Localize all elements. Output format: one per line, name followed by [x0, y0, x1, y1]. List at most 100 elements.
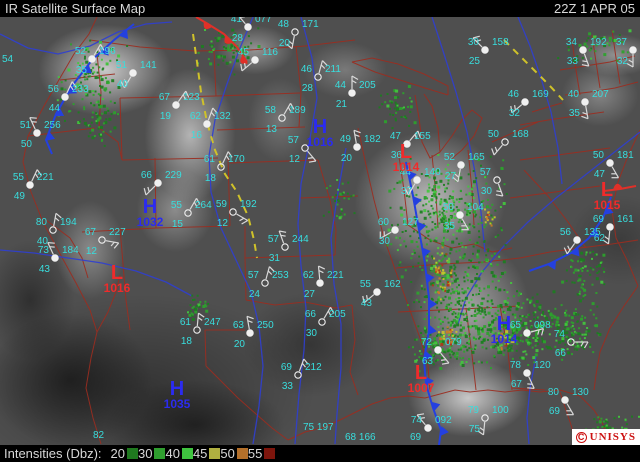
station-pressure: 077: [255, 14, 272, 25]
station-pressure: 189: [289, 105, 306, 116]
station-temperature: 41: [231, 14, 243, 25]
legend-label: Intensities (Dbz):: [4, 446, 102, 461]
station-dewpoint: 24: [249, 289, 261, 300]
station-dewpoint: 35: [444, 221, 456, 232]
stray-label: 69: [410, 432, 422, 443]
station-circle: [229, 208, 237, 216]
station-pressure: 127: [402, 217, 419, 228]
station-temperature: 58: [265, 105, 277, 116]
legend-item-label: 30: [138, 446, 153, 461]
station-temperature: 60: [378, 217, 390, 228]
station-circle: [316, 279, 324, 287]
station-dewpoint: 43: [361, 298, 373, 309]
legend-color-swatch: [181, 448, 193, 459]
station-dewpoint: 49: [14, 191, 26, 202]
station-pressure: 227: [109, 227, 126, 238]
legend-item: 50: [220, 445, 248, 462]
station-dewpoint: 35: [569, 108, 581, 119]
station-pressure: 192: [240, 199, 257, 210]
station-circle: [49, 226, 57, 234]
station-circle: [481, 414, 489, 422]
station-circle: [391, 226, 399, 234]
station-dewpoint: 43: [39, 264, 51, 275]
pressure-value: 1016: [104, 281, 131, 295]
station-dewpoint: 21: [336, 99, 348, 110]
station-pressure: 250: [257, 320, 274, 331]
station-dewpoint: 69: [549, 406, 561, 417]
station-circle: [251, 56, 259, 64]
low-pressure-center: L: [601, 179, 613, 201]
station-temperature: 46: [508, 89, 520, 100]
station-circle: [573, 236, 581, 244]
station-circle: [434, 346, 442, 354]
legend-item: 40: [165, 445, 193, 462]
station-pressure: 221: [37, 172, 54, 183]
stray-label: 68 166: [345, 432, 376, 443]
station-dewpoint: 27: [304, 289, 316, 300]
station-pressure: 165: [468, 152, 485, 163]
pressure-value: 1007: [408, 381, 435, 395]
station-pressure: 192: [590, 37, 607, 48]
station-pressure: 256: [44, 120, 61, 131]
station-dewpoint: 13: [266, 124, 278, 135]
station-temperature: 80: [548, 387, 560, 398]
station-pressure: 155: [414, 131, 431, 142]
station-temperature: 40: [568, 89, 580, 100]
station-dewpoint: 32: [509, 108, 521, 119]
station-temperature: 56: [48, 84, 60, 95]
station-circle: [129, 69, 137, 77]
station-dewpoint: 66: [555, 348, 567, 359]
page-title: IR Satellite Surface Map: [5, 1, 146, 16]
station-temperature: 44: [335, 80, 347, 91]
station-circle: [606, 159, 614, 167]
station-temperature: 62: [303, 270, 315, 281]
station-pressure: 229: [165, 170, 182, 181]
station-pressure: 141: [140, 60, 157, 71]
station-temperature: 62: [190, 111, 202, 122]
station-dewpoint: 30: [306, 328, 318, 339]
station-circle: [26, 181, 34, 189]
station-temperature: 50: [593, 150, 605, 161]
station-dewpoint: 12: [217, 218, 229, 229]
station-dewpoint: 36: [391, 150, 403, 161]
pressure-value: 1015: [594, 198, 621, 212]
station-temperature: 30: [468, 37, 480, 48]
legend-color-swatch: [209, 448, 221, 459]
station-circle: [217, 163, 225, 171]
station-circle: [579, 46, 587, 54]
station-circle: [567, 338, 575, 346]
legend-item-label: 40: [165, 446, 180, 461]
station-circle: [606, 223, 614, 231]
station-pressure: 181: [617, 150, 634, 161]
station-temperature: 51: [116, 60, 128, 71]
station-temperature: 79: [468, 405, 480, 416]
station-temperature: 57: [248, 270, 260, 281]
station-pressure: 132: [214, 111, 231, 122]
station-circle: [424, 424, 432, 432]
station-temperature: 67: [159, 92, 171, 103]
station-dewpoint: 47: [594, 169, 606, 180]
station-temperature: 74: [411, 415, 423, 426]
legend-item: 55: [248, 445, 276, 462]
station-temperature: 45: [238, 47, 250, 58]
high-pressure-center: H: [170, 378, 184, 400]
station-temperature: 55: [360, 279, 372, 290]
station-dewpoint: 33: [567, 56, 579, 67]
pressure-value: 1032: [137, 215, 164, 229]
station-circle: [353, 143, 361, 151]
trough-lines: [192, 33, 564, 259]
station-circle: [457, 161, 465, 169]
station-circle: [278, 114, 286, 122]
station-pressure: 169: [532, 89, 549, 100]
station-circle: [98, 236, 106, 244]
station-temperature: 57: [288, 135, 300, 146]
station-pressure: 247: [204, 317, 221, 328]
station-temperature: 47: [390, 131, 402, 142]
station-circle: [523, 329, 531, 337]
station-temperature: 59: [216, 199, 228, 210]
legend-item: 45: [193, 445, 221, 462]
station-pressure: 162: [384, 279, 401, 290]
station-circle: [294, 371, 302, 379]
